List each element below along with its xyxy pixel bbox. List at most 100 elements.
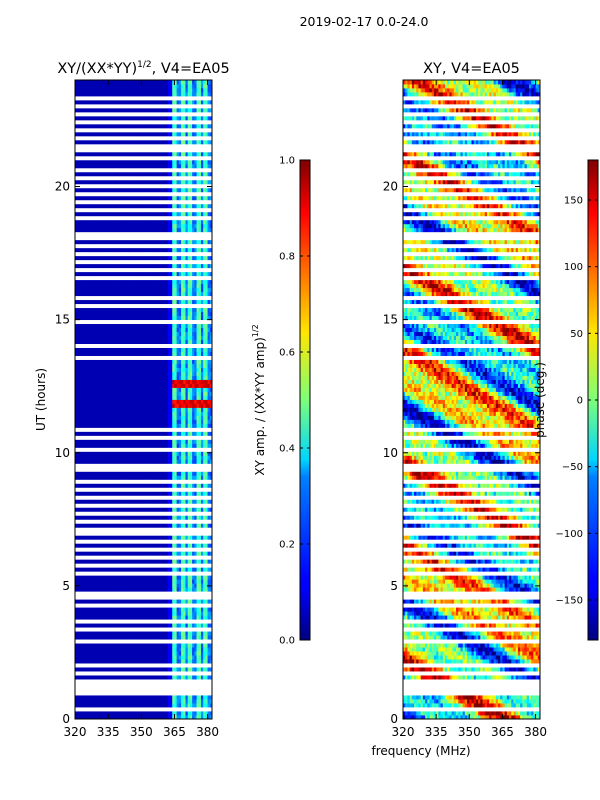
heatmap-cell xyxy=(121,567,125,572)
heatmap-cell xyxy=(114,575,118,580)
heatmap-cell xyxy=(203,367,206,372)
heatmap-cell xyxy=(81,347,85,352)
heatmap-cell xyxy=(209,415,212,420)
heatmap-cell xyxy=(119,299,122,305)
heatmap-cell xyxy=(114,475,118,480)
heatmap-cell xyxy=(205,711,208,716)
heatmap-cell xyxy=(178,255,182,261)
heatmap-cell xyxy=(119,311,122,317)
heatmap-cell xyxy=(203,475,206,480)
flagged-row xyxy=(75,447,212,452)
heatmap-cell xyxy=(189,271,193,277)
heatmap-cell xyxy=(172,443,175,448)
heatmap-cell xyxy=(150,367,153,372)
heatmap-cell xyxy=(187,443,191,448)
heatmap-cell xyxy=(203,459,206,464)
heatmap-cell xyxy=(97,587,100,592)
heatmap-row xyxy=(75,439,212,444)
heatmap-cell xyxy=(178,523,182,528)
heatmap-cell xyxy=(209,499,212,504)
heatmap-cell xyxy=(203,635,206,640)
heatmap-cell xyxy=(79,635,83,640)
heatmap-cell xyxy=(112,695,116,700)
heatmap-cell xyxy=(200,291,204,297)
heatmap-cell xyxy=(141,327,144,333)
heatmap-cell xyxy=(185,391,189,396)
heatmap-cell xyxy=(203,375,206,380)
heatmap-cell xyxy=(152,695,155,700)
heatmap-cell xyxy=(156,491,160,496)
heatmap-cell xyxy=(203,551,206,556)
heatmap-cell xyxy=(183,559,186,564)
heatmap-cell xyxy=(152,263,155,269)
heatmap-cell xyxy=(119,359,122,364)
heatmap-cell xyxy=(86,575,89,580)
heatmap-cell xyxy=(105,351,109,356)
heatmap-cell xyxy=(108,523,111,528)
heatmap-cell xyxy=(196,715,200,719)
heatmap-cell xyxy=(192,535,195,540)
heatmap-cell xyxy=(121,587,125,592)
heatmap-cell xyxy=(154,579,158,584)
heatmap-cell xyxy=(116,587,120,592)
heatmap-cell xyxy=(125,631,129,636)
heatmap-cell xyxy=(167,339,171,344)
heatmap-cell xyxy=(205,459,208,464)
heatmap-cell xyxy=(189,327,193,333)
heatmap-cell xyxy=(167,371,171,376)
heatmap-cell xyxy=(207,439,211,444)
heatmap-cell xyxy=(108,659,111,664)
heatmap-cell xyxy=(152,359,155,364)
heatmap-cell xyxy=(92,327,96,333)
heatmap-cell xyxy=(132,439,136,444)
heatmap-cell xyxy=(125,535,129,540)
heatmap-cell xyxy=(116,651,120,656)
heatmap-cell xyxy=(158,371,162,376)
heatmap-cell xyxy=(97,351,100,356)
heatmap-cell xyxy=(105,551,109,556)
heatmap-cell xyxy=(196,327,200,333)
heatmap-cell xyxy=(141,483,144,488)
heatmap-cell xyxy=(170,443,173,448)
heatmap-cell xyxy=(108,283,111,289)
heatmap-cell xyxy=(81,339,85,344)
heatmap-cell xyxy=(145,351,149,356)
heatmap-cell xyxy=(198,359,202,364)
heatmap-cell xyxy=(112,631,116,636)
heatmap-cell xyxy=(176,287,180,293)
heatmap-cell xyxy=(92,311,96,317)
heatmap-cell xyxy=(103,523,107,528)
heatmap-cell xyxy=(101,383,105,388)
heatmap-cell xyxy=(88,475,91,480)
heatmap-cell xyxy=(145,431,149,436)
heatmap-cell xyxy=(88,443,91,448)
heatmap-cell xyxy=(183,623,186,628)
heatmap-cell xyxy=(156,611,160,616)
heatmap-cell xyxy=(81,623,85,628)
heatmap-cell xyxy=(101,451,105,456)
heatmap-cell xyxy=(167,311,171,317)
heatmap-cell xyxy=(154,327,158,333)
heatmap-cell xyxy=(203,439,206,444)
heatmap-cell xyxy=(163,695,166,700)
heatmap-cell xyxy=(79,315,83,321)
heatmap-cell xyxy=(170,419,173,424)
heatmap-cell xyxy=(112,559,116,564)
heatmap-cell xyxy=(170,335,173,340)
heatmap-cell xyxy=(101,551,105,556)
heatmap-cell xyxy=(75,263,78,269)
heatmap-cell xyxy=(203,431,206,436)
heatmap-cell xyxy=(97,711,100,716)
heatmap-cell xyxy=(79,367,83,372)
heatmap-cell xyxy=(97,443,100,448)
heatmap-cell xyxy=(207,331,211,336)
heatmap-cell xyxy=(130,607,133,612)
heatmap-cell xyxy=(79,551,83,556)
heatmap-cell xyxy=(116,659,120,664)
heatmap-cell xyxy=(174,363,178,368)
heatmap-row xyxy=(75,351,212,356)
heatmap-cell xyxy=(90,635,94,640)
heatmap-cell xyxy=(143,675,147,680)
heatmap-cell xyxy=(154,615,158,620)
heatmap-cell xyxy=(145,327,149,333)
